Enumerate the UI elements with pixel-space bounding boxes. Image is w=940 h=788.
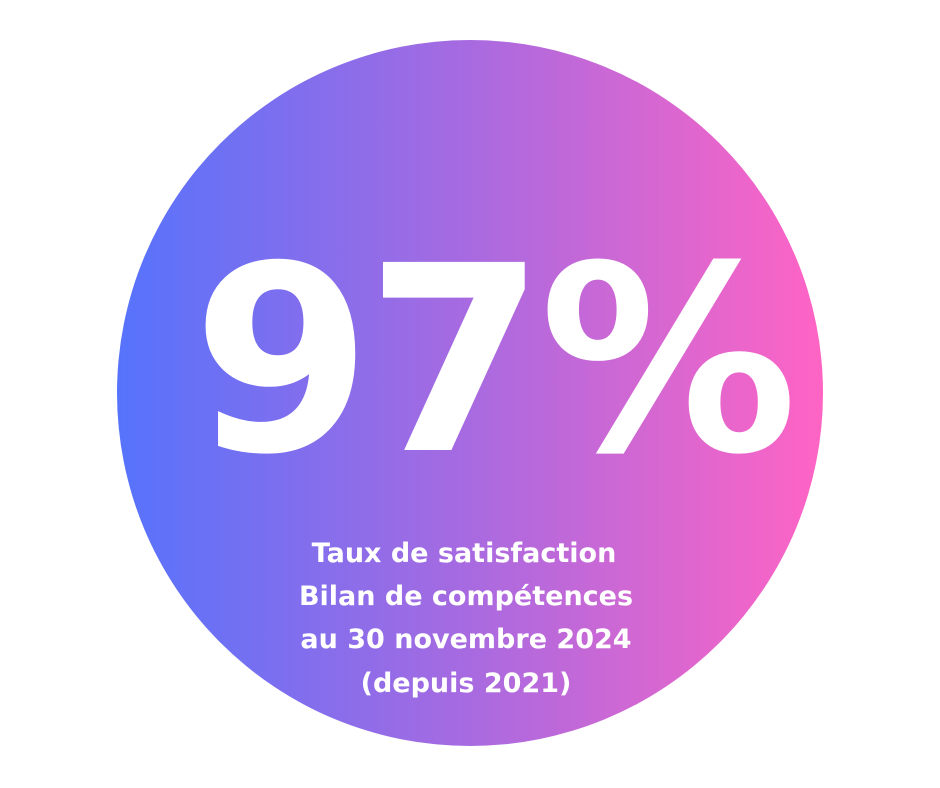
caption-line: au 30 novembre 2024 [300,624,631,655]
caption-line: Taux de satisfaction [312,538,617,569]
headline: 97% [192,211,793,511]
caption-line: (depuis 2021) [361,668,572,699]
badge-circle [117,40,823,746]
caption-line: Bilan de compétences [299,581,633,612]
